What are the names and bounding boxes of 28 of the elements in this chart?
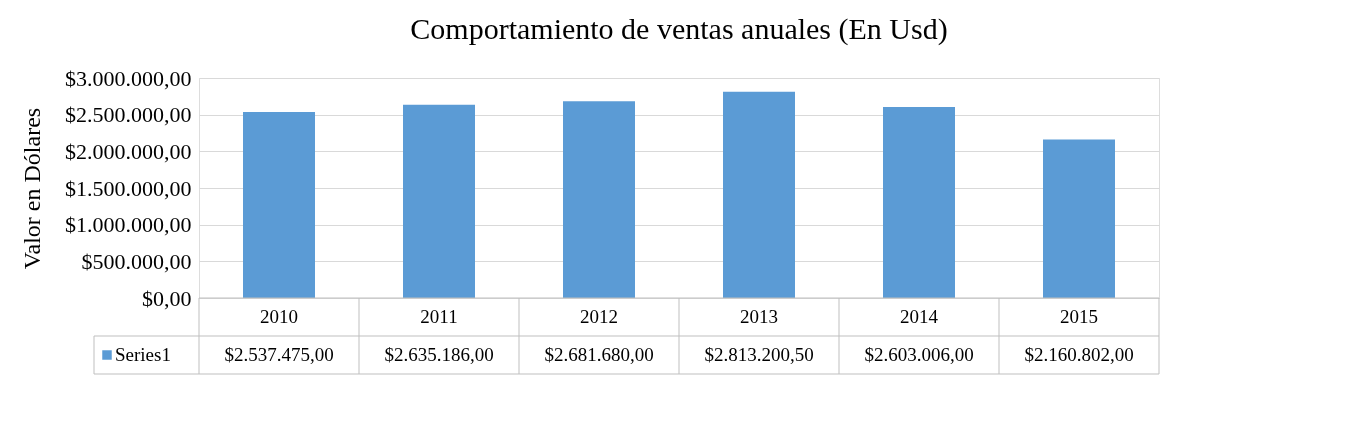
data-label: $2.813.200,50: [704, 344, 814, 365]
y-tick-label: $1.500.000,00: [65, 175, 192, 201]
chart-title: Comportamiento de ventas anuales (En Usd): [410, 12, 948, 46]
bar: [883, 107, 955, 298]
x-tick-label: 2010: [260, 306, 298, 327]
bar: [403, 104, 475, 298]
x-tick-label: 2011: [420, 306, 458, 327]
y-tick-label: $500.000,00: [81, 248, 192, 274]
y-tick-label: $0,00: [142, 285, 192, 311]
data-label: $2.681.680,00: [544, 344, 654, 365]
x-tick-label: 2013: [740, 306, 778, 327]
x-tick-label: 2015: [1060, 306, 1098, 327]
x-tick-label: 2012: [580, 306, 618, 327]
data-label: $2.635.186,00: [384, 344, 494, 365]
y-tick-label: $3.000.000,00: [65, 65, 192, 91]
y-axis-title: Valor en Dólares: [19, 107, 45, 270]
bar: [243, 111, 315, 298]
bar: [723, 91, 795, 298]
bar: [1043, 139, 1115, 298]
x-tick-label: 2014: [900, 306, 939, 327]
data-label: $2.537.475,00: [224, 344, 334, 365]
y-tick-label: $1.000.000,00: [65, 212, 192, 238]
bar: [563, 101, 635, 298]
legend-label: Series1: [115, 344, 171, 365]
y-tick-label: $2.500.000,00: [65, 102, 192, 128]
data-label: $2.603.006,00: [864, 344, 974, 365]
data-label: $2.160.802,00: [1024, 344, 1134, 365]
y-tick-label: $2.000.000,00: [65, 138, 192, 164]
